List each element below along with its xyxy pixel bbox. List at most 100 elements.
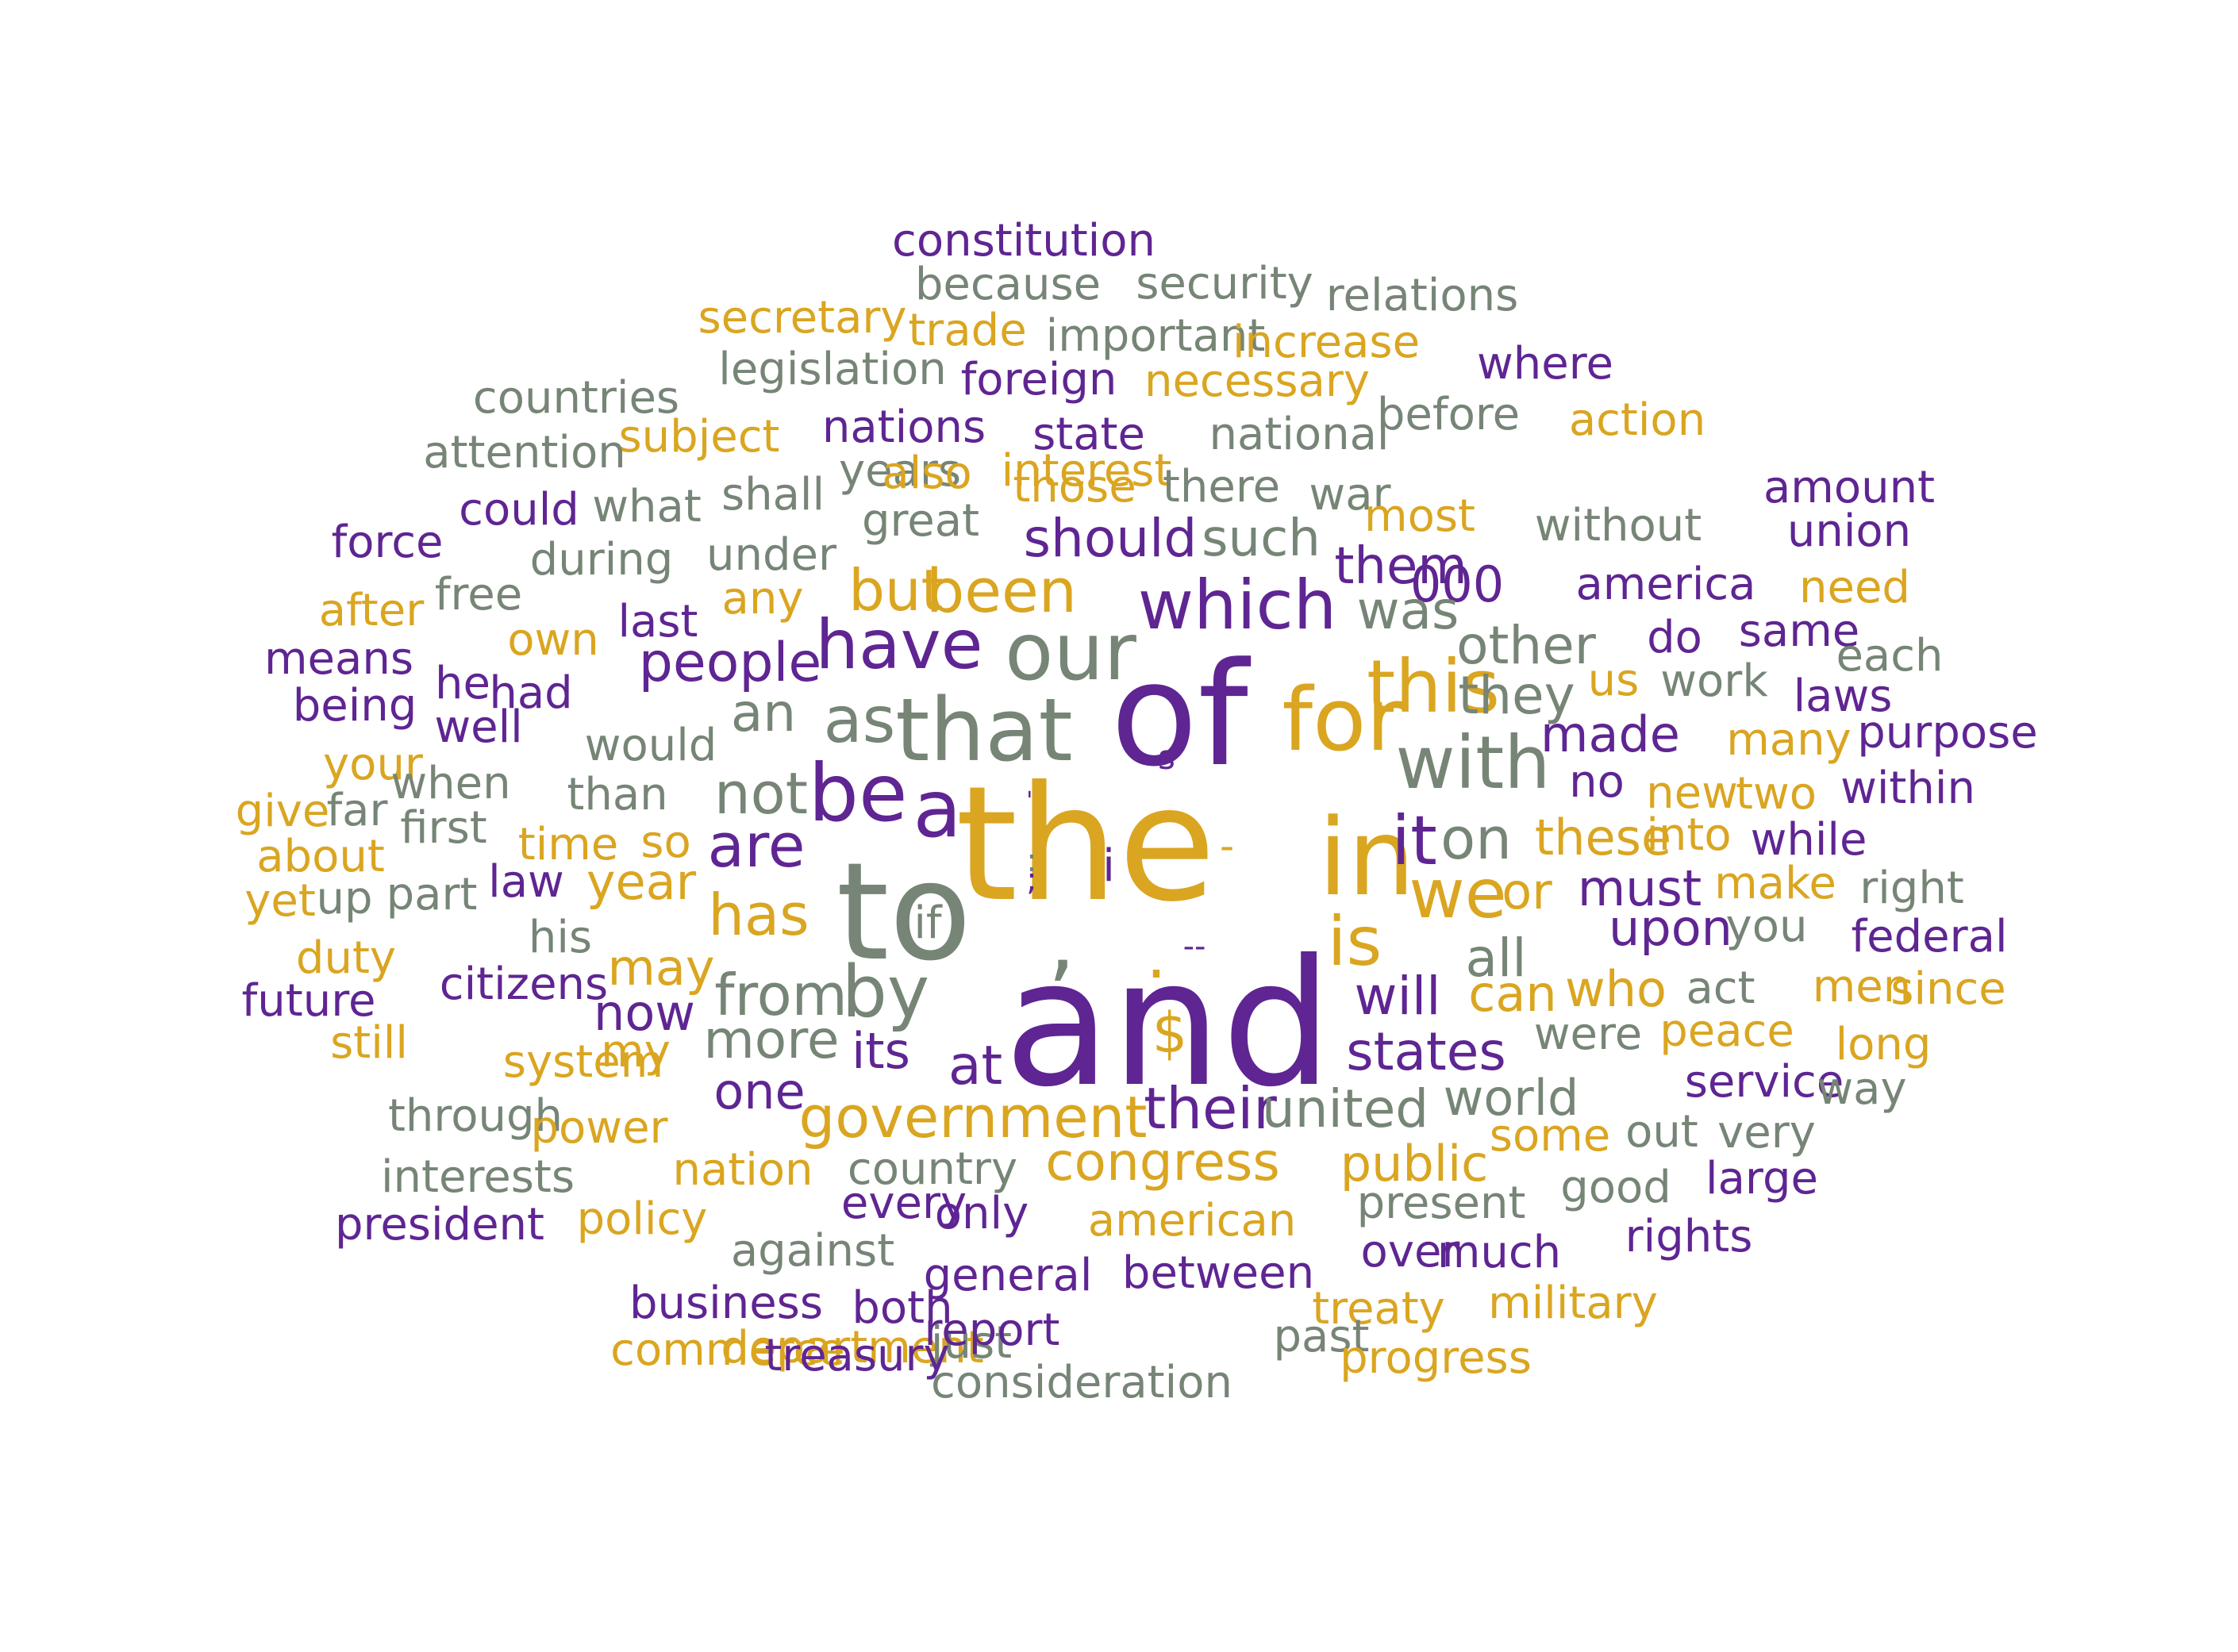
word-cloud-word: " [1026,787,1037,815]
word-cloud-word: present [1356,1178,1526,1229]
word-cloud-word: his [528,912,593,963]
word-cloud-word: without [1534,500,1702,551]
word-cloud-word: for [1282,669,1402,770]
word-cloud-word: also [882,448,972,499]
word-cloud-word: our [1005,605,1136,698]
word-cloud-word: secretary [698,292,907,344]
word-cloud-word: necessary [1144,355,1371,407]
word-cloud-word: service [1684,1056,1844,1108]
word-cloud-word: country [847,1143,1018,1195]
word-cloud-word: one [713,1062,806,1120]
word-cloud-word: into [1646,809,1732,861]
word-cloud-word: way [1817,1063,1907,1115]
word-cloud-word: it [1391,801,1437,881]
word-cloud-word: their [1144,1075,1277,1142]
word-cloud-word: peace [1659,1005,1794,1057]
word-cloud-word: foreign [960,354,1117,405]
word-cloud-word: act [1686,962,1755,1014]
word-cloud-word: this [1367,644,1500,729]
word-cloud-word: consideration [931,1357,1232,1408]
word-cloud-word: war [1309,469,1391,521]
word-cloud-word: where [1477,338,1613,390]
word-cloud-word: long [1835,1019,1932,1070]
word-cloud-word: need [1799,562,1910,613]
word-cloud-word: at [948,1035,1003,1097]
word-cloud-word: being [292,680,417,732]
word-cloud-word: the [955,752,1217,937]
word-cloud-word: both [852,1282,953,1334]
word-cloud-word: were [1533,1008,1643,1060]
word-cloud-word: than [567,769,668,820]
word-cloud-word: countries [472,372,680,424]
word-cloud-word: united [1261,1078,1429,1139]
word-cloud-word: important [1045,310,1266,362]
word-cloud-word: policy [576,1193,708,1245]
word-cloud-word: or [1502,862,1552,920]
word-cloud-word: yet [244,875,316,927]
word-cloud-word: of [1110,632,1248,798]
word-cloud-word: is [1327,902,1382,982]
word-cloud-word: world [1443,1069,1579,1127]
word-cloud-word: could [459,484,579,536]
word-cloud-word: 000 [1409,555,1505,613]
word-cloud-word: commerce [610,1324,845,1376]
word-cloud-word: law [488,856,564,908]
word-cloud-word: citizens [439,959,609,1010]
word-cloud-word: when [390,758,511,809]
word-cloud-word: was [1356,580,1459,641]
word-cloud-word: attention [423,427,626,478]
word-cloud-word: part [386,869,478,920]
word-cloud-word: about [256,831,385,882]
word-cloud-word: business [629,1277,824,1329]
word-cloud-word: out [1625,1106,1698,1158]
word-cloud-word: same [1738,605,1860,657]
word-cloud-word: two [1735,768,1817,820]
word-cloud-word: that [895,679,1073,781]
word-cloud-word: any [721,573,804,624]
word-cloud-word: time [517,819,619,870]
word-cloud-word: treaty [1312,1283,1445,1335]
word-cloud-word: men [1812,961,1912,1012]
word-cloud-word: been [926,555,1077,626]
word-cloud-word: a [913,763,962,855]
word-cloud-word: most [1364,490,1475,542]
word-cloud-word: through [387,1090,563,1142]
word-cloud-word: relations [1325,270,1519,321]
word-cloud-word: over [1360,1226,1460,1277]
word-cloud-word: while [1750,814,1867,866]
word-cloud-word: some [1489,1110,1611,1162]
word-cloud-word: interests [380,1151,575,1203]
word-cloud-word: purpose [1857,707,2038,759]
word-cloud-word: large [1705,1153,1818,1204]
word-cloud-word: amount [1763,462,1936,513]
word-cloud-word: upon [1609,899,1732,957]
word-cloud-word: those [1013,461,1136,513]
word-cloud-word: increase [1232,317,1421,368]
word-cloud-word: who [1565,960,1667,1018]
word-cloud-word: president [335,1199,544,1251]
word-cloud-word: people [638,632,822,694]
word-cloud-word: by [841,951,930,1034]
word-cloud-word: not [714,760,808,827]
word-cloud-word: subject [618,411,780,463]
word-cloud-word: because [914,259,1102,310]
word-cloud-word: department [721,1322,984,1373]
word-cloud-word: action [1568,394,1706,446]
word-cloud-word: s [1158,738,1175,777]
word-cloud-word: legislation [718,344,947,395]
word-cloud-word: last [617,596,698,647]
word-cloud-word: which [1137,566,1337,645]
word-cloud-word: nation [672,1144,813,1196]
word-cloud-word: under [706,529,837,581]
word-cloud-word: $ [1152,1001,1188,1066]
word-cloud-word: duty [295,932,397,984]
word-cloud-word: these [1534,809,1672,866]
word-cloud-word: are [707,810,806,881]
word-cloud-word: but [848,557,944,624]
word-cloud-word: , [1048,889,1076,991]
word-cloud-word: just [930,1317,1013,1369]
word-cloud-word: military [1488,1277,1658,1329]
word-cloud-word: american [1087,1195,1297,1247]
word-cloud-word: america [1575,559,1756,610]
word-cloud-word: has [708,882,809,948]
